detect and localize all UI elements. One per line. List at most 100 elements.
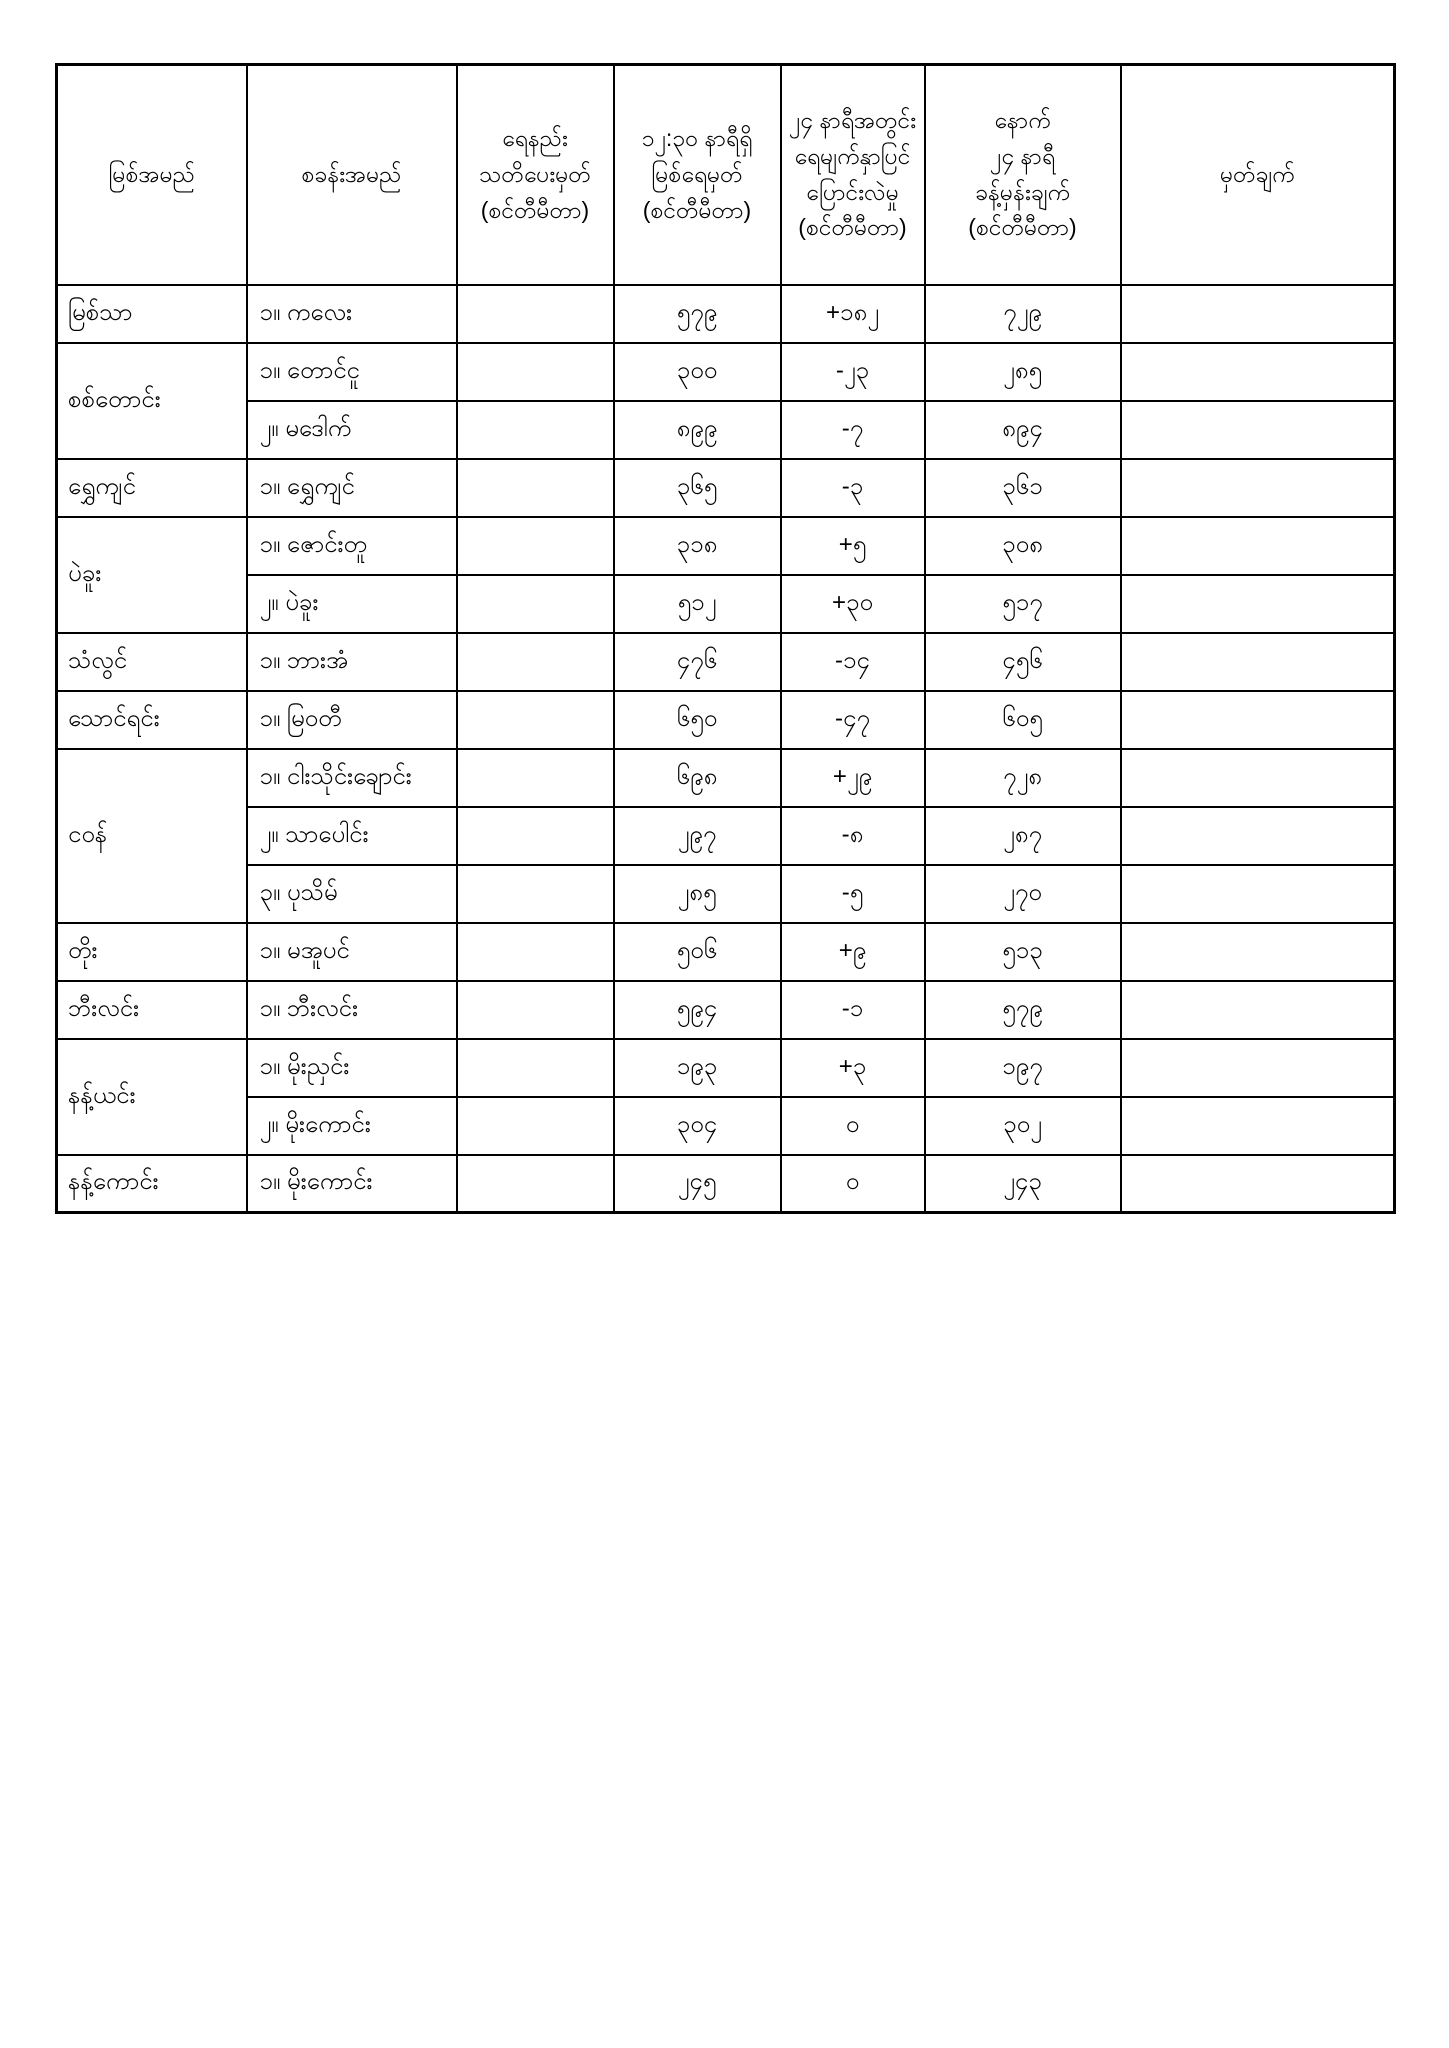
remark-cell bbox=[1119, 805, 1396, 866]
remark-cell bbox=[1119, 631, 1396, 692]
warning-level-cell bbox=[455, 921, 615, 982]
table-row: ၂။ မိုးကောင်း ၃၀၄ ၀ ၃၀၂ bbox=[57, 1095, 1396, 1156]
header-24h-change: ၂၄ နာရီအတွင်း ရေမျက်နှာပြင် ပြောင်းလဲမှု… bbox=[779, 63, 926, 286]
remark-cell bbox=[1119, 573, 1396, 634]
river-name-cell: စစ်တောင်း bbox=[55, 341, 248, 460]
table-row: စစ်တောင်း ၁။ တောင်ငူ ၃၀၀ -၂၃ ၂၈၅ bbox=[55, 341, 1396, 460]
forecast-24h-cell: ၃၀၂ bbox=[923, 1095, 1122, 1156]
header-current-water-level: ၁၂:၃၀ နာရီရှိ မြစ်ရေမှတ် (စင်တီမီတာ) bbox=[612, 63, 782, 286]
header-remark: မှတ်ချက် bbox=[1119, 63, 1396, 286]
header-row: မြစ်အမည် စခန်းအမည် ရေနည်း သတိပေးမှတ် (စင… bbox=[55, 63, 1396, 286]
station-name-cell: ၂။ သာပေါင်း bbox=[245, 805, 458, 866]
warning-level-cell bbox=[455, 283, 615, 344]
forecast-24h-cell: ၂၄၃ bbox=[923, 1153, 1122, 1214]
remark-cell bbox=[1119, 747, 1396, 808]
station-name-cell: ၃။ ပုသိမ် bbox=[245, 863, 458, 924]
table-row: သောင်ရင်း ၁။ မြဝတီ ၆၅၀ -၄၇ ၆၀၅ bbox=[55, 689, 1396, 750]
current-level-cell: ၁၉၃ bbox=[612, 1037, 782, 1098]
station-name-cell: ၁။ မအူပင် bbox=[245, 921, 458, 982]
forecast-24h-cell: ၁၉၇ bbox=[923, 1037, 1122, 1098]
change-24h-cell: -၄၇ bbox=[779, 689, 926, 750]
forecast-24h-cell: ၅၁၃ bbox=[923, 921, 1122, 982]
change-24h-cell: ၀ bbox=[779, 1153, 926, 1214]
warning-level-cell bbox=[455, 979, 615, 1040]
remark-cell bbox=[1119, 283, 1396, 344]
river-name-cell: ရွှေကျင် bbox=[55, 457, 248, 518]
warning-level-cell bbox=[455, 341, 615, 402]
forecast-24h-cell: ၅၇၉ bbox=[923, 979, 1122, 1040]
remark-cell bbox=[1119, 457, 1396, 518]
change-24h-cell: -၅ bbox=[779, 863, 926, 924]
station-name-cell: ၁။ မိုးညှင်း bbox=[245, 1037, 458, 1098]
change-24h-cell: -၈ bbox=[779, 805, 926, 866]
change-24h-cell: +၉ bbox=[779, 921, 926, 982]
forecast-24h-cell: ၃၀၈ bbox=[923, 515, 1122, 576]
table-row: ၂။ ပဲခူး ၅၁၂ +၃၀ ၅၁၇ bbox=[57, 573, 1396, 634]
remark-cell bbox=[1119, 863, 1396, 924]
warning-level-cell bbox=[455, 457, 615, 518]
warning-level-cell bbox=[455, 399, 615, 460]
forecast-24h-cell: ၆၀၅ bbox=[923, 689, 1122, 750]
change-24h-cell: +၂၉ bbox=[779, 747, 926, 808]
header-river-name: မြစ်အမည် bbox=[55, 63, 248, 286]
table-row: နန့်ယင်း ၁။ မိုးညှင်း ၁၉၃ +၃ ၁၉၇ bbox=[55, 1037, 1396, 1156]
header-next-24h-forecast: နောက် ၂၄ နာရီ ခန့်မှန်းချက် (စင်တီမီတာ) bbox=[923, 63, 1122, 286]
current-level-cell: ၂၄၅ bbox=[612, 1153, 782, 1214]
change-24h-cell: -၁၄ bbox=[779, 631, 926, 692]
river-water-level-table: မြစ်အမည် စခန်းအမည် ရေနည်း သတိပေးမှတ် (စင… bbox=[55, 63, 1396, 1214]
change-24h-cell: +၃ bbox=[779, 1037, 926, 1098]
forecast-24h-cell: ၂၇၀ bbox=[923, 863, 1122, 924]
station-name-cell: ၂။ မဒေါက် bbox=[245, 399, 458, 460]
warning-level-cell bbox=[455, 515, 615, 576]
station-name-cell: ၁။ ဘီးလင်း bbox=[245, 979, 458, 1040]
station-name-cell: ၁။ ဇောင်းတူ bbox=[245, 515, 458, 576]
forecast-24h-cell: ၃၆၁ bbox=[923, 457, 1122, 518]
current-level-cell: ၃၁၈ bbox=[612, 515, 782, 576]
remark-cell bbox=[1119, 341, 1396, 402]
forecast-24h-cell: ၇၂၉ bbox=[923, 283, 1122, 344]
remark-cell bbox=[1119, 1095, 1396, 1156]
table-row: ၂။ သာပေါင်း ၂၉၇ -၈ ၂၈၇ bbox=[57, 805, 1396, 866]
station-name-cell: ၂။ မိုးကောင်း bbox=[245, 1095, 458, 1156]
station-name-cell: ၁။ ကလေး bbox=[245, 283, 458, 344]
forecast-24h-cell: ၄၅၆ bbox=[923, 631, 1122, 692]
remark-cell bbox=[1119, 399, 1396, 460]
current-level-cell: ၆၅၀ bbox=[612, 689, 782, 750]
forecast-24h-cell: ၈၉၄ bbox=[923, 399, 1122, 460]
table-row: နန့်ကောင်း ၁။ မိုးကောင်း ၂၄၅ ၀ ၂၄၃ bbox=[55, 1153, 1396, 1214]
current-level-cell: ၈၉၉ bbox=[612, 399, 782, 460]
forecast-24h-cell: ၂၈၅ bbox=[923, 341, 1122, 402]
table-row: သံလွင် ၁။ ဘားအံ ၄၇၆ -၁၄ ၄၅၆ bbox=[55, 631, 1396, 692]
table-row: ၂။ မဒေါက် ၈၉၉ -၇ ၈၉၄ bbox=[57, 399, 1396, 460]
change-24h-cell: -၇ bbox=[779, 399, 926, 460]
station-name-cell: ၂။ ပဲခူး bbox=[245, 573, 458, 634]
river-name-cell: သောင်ရင်း bbox=[55, 689, 248, 750]
warning-level-cell bbox=[455, 1153, 615, 1214]
station-name-cell: ၁။ ငါးသိုင်းချောင်း bbox=[245, 747, 458, 808]
warning-level-cell bbox=[455, 747, 615, 808]
current-level-cell: ၂၉၇ bbox=[612, 805, 782, 866]
river-name-cell: ပဲခူး bbox=[55, 515, 248, 634]
warning-level-cell bbox=[455, 573, 615, 634]
change-24h-cell: +၁၈၂ bbox=[779, 283, 926, 344]
river-name-cell: ငဝန် bbox=[55, 747, 248, 924]
current-level-cell: ၄၇၆ bbox=[612, 631, 782, 692]
warning-level-cell bbox=[455, 1095, 615, 1156]
station-name-cell: ၁။ ဘားအံ bbox=[245, 631, 458, 692]
remark-cell bbox=[1119, 515, 1396, 576]
current-level-cell: ၃၆၅ bbox=[612, 457, 782, 518]
station-name-cell: ၁။ မြဝတီ bbox=[245, 689, 458, 750]
change-24h-cell: -၂၃ bbox=[779, 341, 926, 402]
change-24h-cell: ၀ bbox=[779, 1095, 926, 1156]
river-name-cell: နန့်ကောင်း bbox=[55, 1153, 248, 1214]
forecast-24h-cell: ၅၁၇ bbox=[923, 573, 1122, 634]
current-level-cell: ၅၀၆ bbox=[612, 921, 782, 982]
current-level-cell: ၅၇၉ bbox=[612, 283, 782, 344]
warning-level-cell bbox=[455, 689, 615, 750]
remark-cell bbox=[1119, 979, 1396, 1040]
forecast-24h-cell: ၂၈၇ bbox=[923, 805, 1122, 866]
station-name-cell: ၁။ ရွှေကျင် bbox=[245, 457, 458, 518]
current-level-cell: ၃၀၄ bbox=[612, 1095, 782, 1156]
warning-level-cell bbox=[455, 805, 615, 866]
